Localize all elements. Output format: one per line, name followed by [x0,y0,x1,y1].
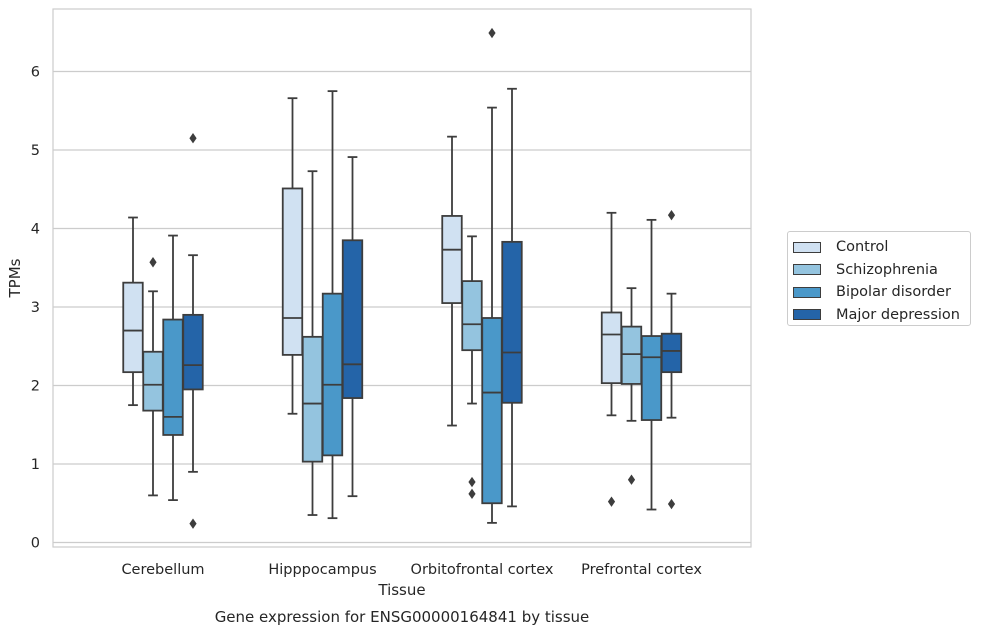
box-layer [122,27,683,529]
box-group [341,156,364,498]
y-tick-label: 2 [31,379,40,395]
box-iqr [321,292,344,457]
outlier-point [189,518,197,529]
box-group [281,97,304,415]
legend-item-control: Control [793,236,970,259]
box-iqr [441,215,463,304]
box-iqr [461,280,483,352]
box-iqr [600,311,623,385]
box-iqr [142,350,164,412]
outlier-point [667,498,676,510]
box-group [162,234,184,502]
box-iqr [660,332,683,374]
box-group [301,170,324,516]
box-iqr [281,187,304,356]
x-tick-label: Prefrontal cortex [581,562,702,578]
legend-item-major-depression: Major depression [793,304,970,327]
x-tick-label: Hipppocampus [268,562,376,578]
x-axis-label: Tissue [377,581,425,599]
chart-title: Gene expression for ENSG00000164841 by t… [215,608,590,626]
box-group [640,218,663,511]
legend: Control Schizophrenia Bipolar disorder M… [787,231,971,326]
box-group [142,257,164,497]
box-group [600,211,623,507]
box-iqr [182,313,204,391]
y-tick-label: 1 [31,457,40,473]
box-iqr [122,281,144,374]
y-tick-label: 4 [31,222,40,238]
legend-swatch-major-depression [793,309,821,321]
box-iqr [620,325,643,385]
legend-item-schizophrenia: Schizophrenia [793,259,970,282]
box-iqr [501,240,523,404]
box-group [182,133,204,529]
legend-swatch-bipolar-disorder [793,286,821,298]
y-tick-label: 0 [31,536,40,552]
box-group [122,216,144,407]
legend-label-control: Control [836,239,889,256]
outlier-point [468,488,476,500]
legend-swatch-control [793,241,821,253]
y-axis-label: TPMs [6,258,24,298]
box-group [461,235,483,500]
outlier-point [488,27,496,39]
box-group [660,209,683,510]
outlier-point [627,474,636,485]
box-group [620,287,643,485]
box-group [501,87,523,508]
x-tick-label: Cerebellum [121,562,204,578]
grid-layer [53,70,751,544]
box-iqr [341,239,364,399]
y-tick-label: 6 [31,65,40,81]
outlier-point [667,209,676,221]
x-tick-label: Orbitofrontal cortex [411,562,554,578]
legend-swatch-schizophrenia [793,264,821,276]
outlier-point [189,133,197,144]
box-iqr [301,335,324,463]
legend-label-schizophrenia: Schizophrenia [836,261,938,278]
box-group [481,27,503,524]
legend-item-bipolar-disorder: Bipolar disorder [793,281,970,304]
y-tick-label: 5 [31,143,40,159]
y-tick-label: 3 [31,300,40,316]
legend-label-major-depression: Major depression [836,306,960,323]
box-group [321,90,344,520]
box-iqr [640,335,663,421]
plot-frame [52,8,752,548]
outlier-point [149,257,157,268]
outlier-point [468,476,476,488]
y-tick-labels: 0 1 2 3 4 5 6 [31,65,40,552]
box-iqr [481,317,503,505]
legend-label-bipolar-disorder: Bipolar disorder [836,284,951,301]
x-tick-labels: Cerebellum Hipppocampus Orbitofrontal cort… [121,562,702,578]
outlier-point [607,496,616,507]
box-group [441,135,463,427]
